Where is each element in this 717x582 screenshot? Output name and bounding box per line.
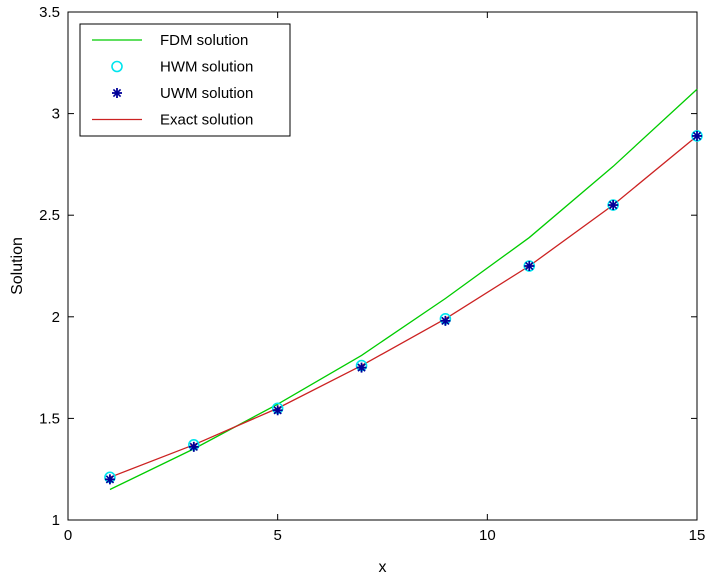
series-line-fdm-solution <box>109 88 698 491</box>
data-point-uwm-solution <box>104 474 115 485</box>
legend-item-uwm-solution: UWM solution <box>112 85 253 102</box>
x-tick-label: 10 <box>479 527 496 544</box>
data-point-uwm-solution <box>272 405 283 416</box>
axis-ticks: 0 5 10 15 1 1.5 2 2.5 3 3.5 <box>39 4 705 544</box>
star-stroke <box>692 131 702 141</box>
star-stroke <box>441 316 450 326</box>
star-stroke <box>357 363 366 372</box>
data-point-uwm-solution <box>692 130 702 141</box>
series-layer <box>104 88 703 491</box>
star-stroke <box>112 88 122 98</box>
legend-label-fdm-solution: FDM solution <box>160 32 248 49</box>
legend-label-uwm-solution: UWM solution <box>160 85 253 102</box>
data-point-uwm-solution <box>608 200 619 211</box>
series-markers-uwm-solution <box>104 130 702 485</box>
x-axis-label: x <box>379 559 387 576</box>
star-stroke <box>608 200 618 210</box>
legend-item-exact-solution: Exact solution <box>92 112 253 129</box>
y-axis-label: Solution <box>9 237 26 295</box>
data-point-uwm-solution <box>356 362 367 373</box>
data-point-uwm-solution <box>440 315 451 326</box>
y-tick-label: 1.5 <box>39 410 60 427</box>
legend: FDM solution HWM solution UWM solution Exac… <box>79 23 291 137</box>
legend-swatch-hwm-solution <box>111 60 123 73</box>
legend-swatch-uwm-solution <box>112 88 122 98</box>
y-tick-label: 2 <box>52 309 60 326</box>
data-point-uwm-solution <box>524 261 535 271</box>
legend-label-hwm-solution: HWM solution <box>160 59 253 76</box>
star-stroke <box>525 261 534 271</box>
x-tick-label: 0 <box>64 527 72 544</box>
x-tick-label: 15 <box>689 527 706 544</box>
legend-box <box>79 23 291 137</box>
y-tick-label: 3.5 <box>39 4 60 21</box>
legend-item-hwm-solution: HWM solution <box>111 59 253 76</box>
series-line-exact-solution <box>109 135 698 478</box>
x-tick-label: 5 <box>273 527 281 544</box>
star-stroke <box>105 475 115 484</box>
star-stroke <box>273 406 282 415</box>
data-point-uwm-solution <box>188 441 199 452</box>
legend-label-exact-solution: Exact solution <box>160 112 253 129</box>
legend-item-fdm-solution: FDM solution <box>92 32 248 49</box>
y-tick-label: 1 <box>52 512 60 529</box>
y-tick-label: 3 <box>52 106 60 123</box>
y-tick-label: 2.5 <box>39 207 60 224</box>
star-stroke <box>189 442 198 452</box>
